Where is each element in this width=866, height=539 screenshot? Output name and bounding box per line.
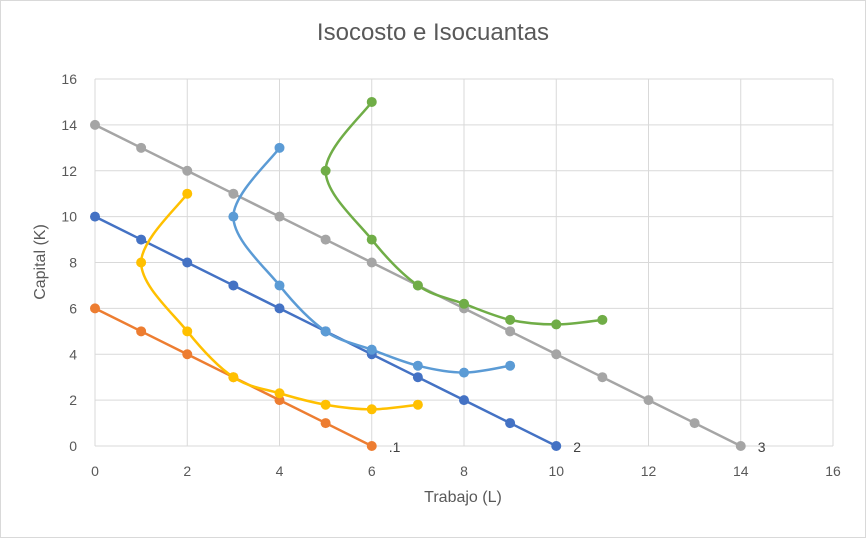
data-point xyxy=(412,360,423,371)
data-point xyxy=(274,280,285,291)
x-tick-label: 0 xyxy=(91,463,99,479)
data-point xyxy=(228,188,239,199)
data-point xyxy=(182,349,193,360)
gridlines xyxy=(94,78,834,447)
data-point xyxy=(90,211,100,222)
data-point xyxy=(459,367,469,378)
data-point xyxy=(505,326,516,337)
data-point xyxy=(136,234,147,245)
data-point xyxy=(689,418,700,429)
x-tick-label: 2 xyxy=(183,463,191,479)
x-tick-label: 6 xyxy=(368,463,376,479)
y-tick-label: 14 xyxy=(61,117,77,133)
data-point xyxy=(551,349,562,360)
series-end-label: .1 xyxy=(389,439,401,455)
y-tick-label: 8 xyxy=(69,255,77,271)
x-tick-label: 14 xyxy=(733,463,749,479)
x-tick-label: 12 xyxy=(641,463,657,479)
data-point xyxy=(459,298,469,309)
y-tick-label: 12 xyxy=(61,163,77,179)
y-tick-label: 4 xyxy=(69,346,77,362)
x-tick-label: 10 xyxy=(548,463,564,479)
data-point xyxy=(551,319,562,330)
data-point xyxy=(320,165,331,176)
data-point xyxy=(228,211,239,222)
data-point xyxy=(274,211,285,222)
data-point xyxy=(182,165,193,176)
data-point xyxy=(735,441,746,451)
data-point xyxy=(182,257,193,268)
data-point xyxy=(274,388,285,399)
data-point xyxy=(366,234,377,245)
data-point xyxy=(136,326,147,337)
y-tick-label: 6 xyxy=(69,300,77,316)
data-point xyxy=(320,234,331,245)
data-point xyxy=(505,418,516,429)
data-point xyxy=(136,257,147,268)
end-labels: .1 2 3 xyxy=(389,439,766,455)
data-point xyxy=(90,119,100,130)
data-point xyxy=(136,142,147,153)
x-tick-label: 4 xyxy=(276,463,284,479)
chart-title: Isocosto e Isocuantas xyxy=(316,19,550,46)
x-axis-label: Trabajo (L) xyxy=(424,489,502,506)
data-point xyxy=(182,326,193,337)
y-tick-label: 10 xyxy=(61,209,77,225)
data-point xyxy=(320,418,331,429)
data-point xyxy=(505,360,516,371)
data-point xyxy=(366,441,377,451)
x-tick-label: 8 xyxy=(460,463,468,479)
data-point xyxy=(320,326,331,337)
data-point xyxy=(274,303,285,314)
series-end-label: 3 xyxy=(758,439,766,455)
data-point xyxy=(412,372,423,383)
data-point xyxy=(412,280,423,291)
data-point xyxy=(643,395,654,406)
tick-labels: 0 2 4 6 8 10 12 14 16 0 2 4 6 8 10 12 14 16 xyxy=(61,71,841,479)
y-tick-label: 16 xyxy=(61,71,77,87)
data-point xyxy=(366,257,377,268)
data-point xyxy=(459,395,469,406)
data-point xyxy=(366,344,377,355)
y-tick-label: 0 xyxy=(69,438,77,454)
data-point xyxy=(597,372,608,383)
series-points xyxy=(90,96,746,451)
data-point xyxy=(274,142,285,153)
data-point xyxy=(551,441,562,451)
data-point xyxy=(228,280,239,291)
data-point xyxy=(90,303,100,314)
data-point xyxy=(366,96,377,107)
series-end-label: 2 xyxy=(573,439,581,455)
series-lines xyxy=(94,101,742,448)
data-point xyxy=(228,372,239,383)
y-tick-label: 2 xyxy=(69,392,77,408)
data-point xyxy=(182,188,193,199)
data-point xyxy=(366,404,377,415)
data-point xyxy=(597,314,608,325)
x-tick-label: 16 xyxy=(825,463,841,479)
data-point xyxy=(274,395,285,406)
data-point xyxy=(505,314,516,325)
data-point xyxy=(412,399,423,410)
data-point xyxy=(320,399,331,410)
